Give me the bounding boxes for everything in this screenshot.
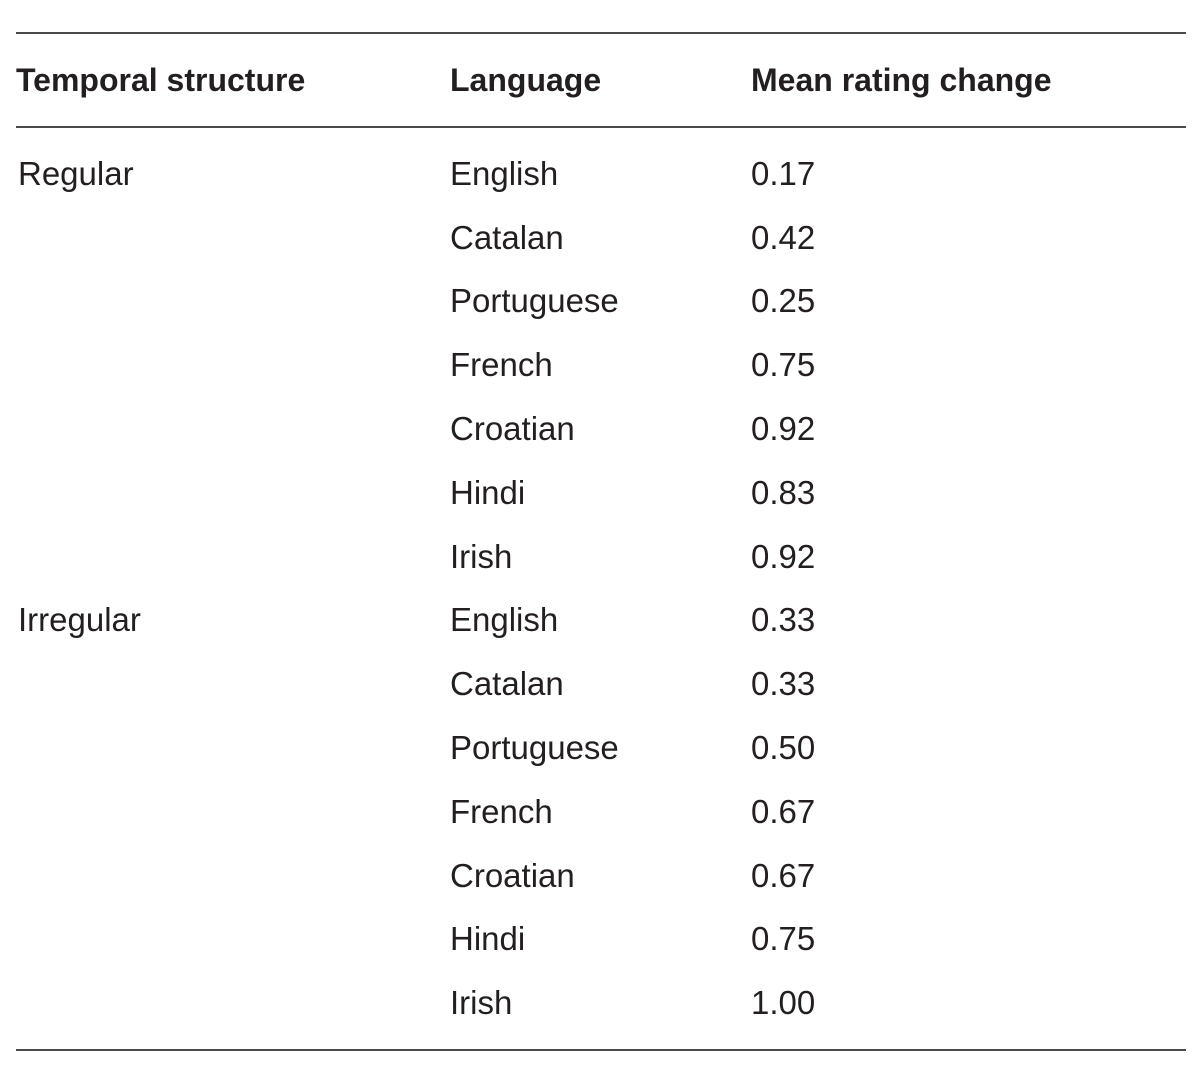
temporal-structure-cell [16,908,450,972]
table-row: Portuguese 0.50 [16,716,1186,780]
mean-rating-change-cell: 0.33 [751,665,816,703]
language-cell: Catalan [450,218,564,256]
table-header-row: Temporal structure Language Mean rating … [16,34,1186,128]
data-table: Temporal structure Language Mean rating … [16,34,1186,1045]
mean-rating-change-cell: 0.33 [751,601,816,639]
mean-rating-change-cell: 0.67 [751,856,816,894]
language-cell: French [450,792,553,830]
temporal-structure-cell [16,716,450,780]
mean-rating-change-cell: 0.42 [751,218,816,256]
mean-rating-change-cell: 0.17 [751,154,816,192]
temporal-structure-cell [16,780,450,844]
temporal-structure-cell [16,270,450,334]
table-row: Regular English 0.17 [16,127,1186,206]
mean-rating-change-cell: 0.75 [751,920,816,958]
table-body: Regular English 0.17 Catalan 0.42 Portug… [16,127,1186,1045]
temporal-structure-cell [16,525,450,589]
temporal-structure-cell [16,971,450,1045]
table-row: Croatian 0.67 [16,844,1186,908]
data-table-container: Temporal structure Language Mean rating … [16,32,1186,1052]
header-language: Language [450,34,751,128]
table-row: Irregular English 0.33 [16,589,1186,653]
mean-rating-change-cell: 1.00 [751,984,816,1022]
language-cell: Portuguese [450,282,619,320]
top-rule [16,32,1186,34]
table-row: Croatian 0.92 [16,397,1186,461]
temporal-structure-cell: Regular [18,154,134,192]
mean-rating-change-cell: 0.25 [751,282,816,320]
table-row: Portuguese 0.25 [16,270,1186,334]
bottom-rule [16,1049,1186,1052]
mean-rating-change-cell: 0.75 [751,346,816,384]
temporal-structure-cell [16,397,450,461]
header-temporal-structure: Temporal structure [16,34,450,128]
table-row: French 0.67 [16,780,1186,844]
mean-rating-change-cell: 0.92 [751,537,816,575]
language-cell: Catalan [450,665,564,703]
language-cell: French [450,346,553,384]
language-cell: Croatian [450,410,575,448]
language-cell: Irish [450,537,513,575]
temporal-structure-cell [16,652,450,716]
temporal-structure-cell [16,333,450,397]
table-row: Hindi 0.83 [16,461,1186,525]
temporal-structure-cell: Irregular [18,601,141,639]
language-cell: Croatian [450,856,575,894]
mean-rating-change-cell: 0.50 [751,729,816,767]
language-cell: English [450,601,559,639]
temporal-structure-cell [16,844,450,908]
mean-rating-change-cell: 0.67 [751,792,816,830]
temporal-structure-cell [16,206,450,270]
table-row: Hindi 0.75 [16,908,1186,972]
mean-rating-change-cell: 0.92 [751,410,816,448]
language-cell: English [450,154,559,192]
table-row: French 0.75 [16,333,1186,397]
temporal-structure-cell [16,461,450,525]
language-cell: Irish [450,984,513,1022]
language-cell: Hindi [450,473,526,511]
table-row: Irish 1.00 [16,971,1186,1045]
table-row: Catalan 0.33 [16,652,1186,716]
table-row: Catalan 0.42 [16,206,1186,270]
mean-rating-change-cell: 0.83 [751,473,816,511]
table-row: Irish 0.92 [16,525,1186,589]
language-cell: Hindi [450,920,526,958]
language-cell: Portuguese [450,729,619,767]
header-mean-rating-change: Mean rating change [751,34,1186,128]
